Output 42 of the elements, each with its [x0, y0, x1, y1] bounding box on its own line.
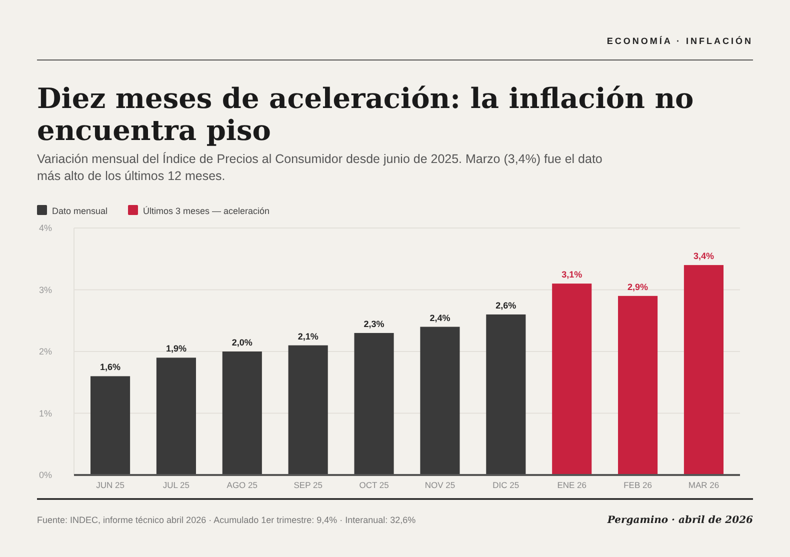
data-label: 2,6%	[496, 300, 516, 310]
x-tick-label: OCT 25	[359, 480, 390, 490]
legend-label: Dato mensual	[52, 206, 108, 216]
x-tick-label: ENE 26	[557, 480, 587, 490]
data-label: 2,0%	[232, 338, 252, 348]
y-tick-label: 0%	[38, 470, 52, 480]
data-label: 2,3%	[364, 318, 384, 329]
x-tick-label: JUN 25	[96, 480, 125, 490]
y-tick-label: 2%	[38, 346, 52, 356]
x-tick-label: MAR 26	[688, 480, 720, 490]
bar	[222, 352, 262, 475]
bar	[156, 358, 196, 475]
data-label: 3,1%	[562, 270, 582, 280]
data-label: 3,4%	[693, 251, 714, 262]
text: Pergamino · abril de 2026	[606, 515, 754, 526]
data-label: 2,9%	[628, 282, 648, 292]
x-tick-label: NOV 25	[424, 480, 456, 490]
data-label: 2,4%	[430, 312, 450, 323]
bar	[354, 332, 394, 475]
x-tick-label: AGO 25	[226, 480, 258, 490]
bar	[684, 265, 724, 475]
y-tick-label: 3%	[38, 284, 52, 295]
data-label: 1,9%	[166, 344, 186, 354]
bar	[420, 326, 460, 475]
x-tick-label: FEB 26	[624, 480, 652, 490]
bar	[618, 296, 658, 475]
y-tick-label: 4%	[38, 223, 52, 233]
bar	[552, 284, 592, 475]
legend-label: Últimos 3 meses — aceleración	[143, 206, 270, 216]
bar	[288, 345, 328, 475]
bar	[486, 314, 526, 475]
data-label: 1,6%	[100, 362, 121, 372]
y-tick-label: 1%	[38, 408, 52, 418]
x-tick-label: DIC 25	[492, 480, 520, 490]
bar	[90, 376, 130, 475]
chart-title: Diez meses de aceleración: la inflación no encuentra piso	[37, 82, 694, 147]
x-tick-label: SEP 25	[294, 480, 323, 490]
source-note: Fuente: INDEC, informe técnico abril 2026 · Acumulado 1er trimestre: 9,4% · Interanual: 32,6%	[37, 515, 416, 525]
chart-subtitle: Variación mensual del Índice de Precios al Consumidor desde junio de 2025. Marzo (3,4%) fue el dato más alto de los últimos 12 meses.	[37, 152, 602, 183]
x-tick-label: JUL 25	[162, 480, 190, 490]
text: ECONOMÍA · INFLACIÓN	[606, 36, 753, 46]
data-label: 2,1%	[298, 331, 318, 342]
